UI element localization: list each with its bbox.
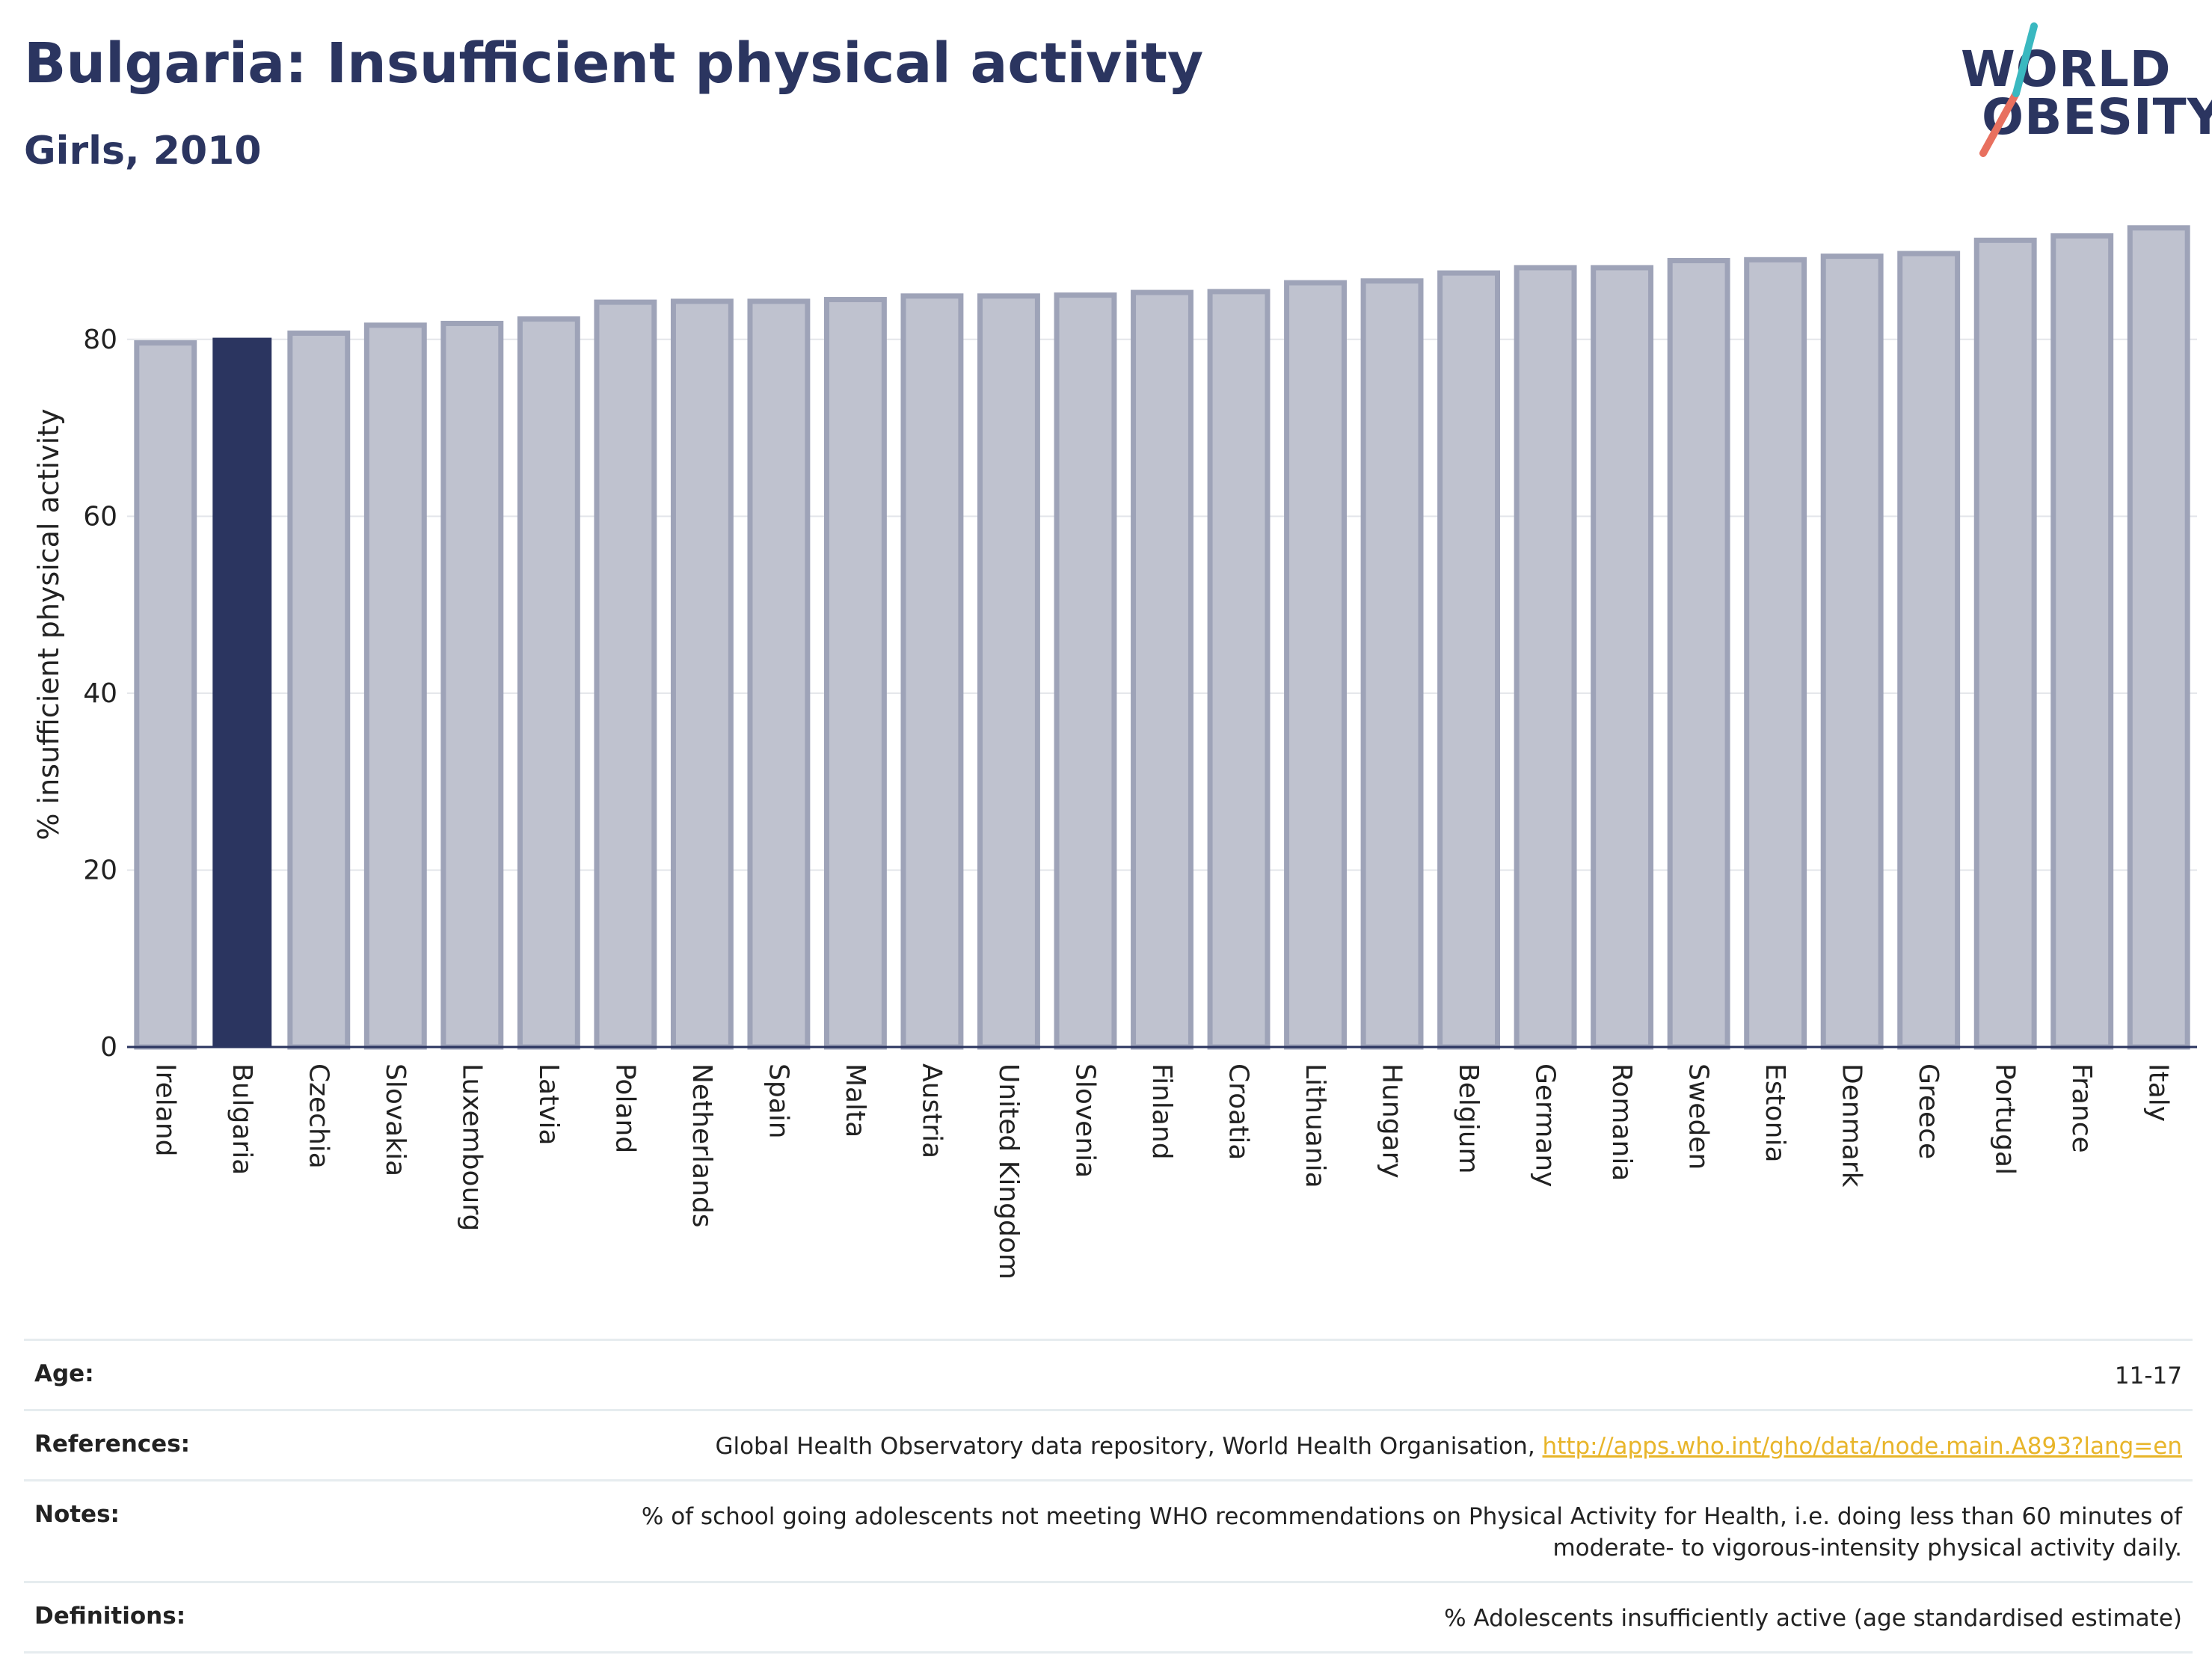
- bar-denmark: [1820, 254, 1884, 1050]
- x-tick-label-france: France: [2066, 1063, 2097, 1153]
- bar-malta: [823, 297, 887, 1050]
- bar-ireland: [134, 340, 197, 1050]
- bar-italy: [2127, 225, 2190, 1050]
- info-row-notes: Notes: % of school going adolescents not…: [24, 1480, 2193, 1582]
- info-key-references: References:: [34, 1430, 191, 1458]
- x-tick-label-lithuania: Lithuania: [1300, 1063, 1330, 1188]
- x-tick-label-germany: Germany: [1530, 1063, 1561, 1187]
- logo-slash-icon: [1979, 22, 2038, 157]
- page-title: Bulgaria: Insufficient physical activity: [24, 31, 1204, 96]
- bar-germany: [1514, 265, 1577, 1050]
- y-axis-title: % insufficient physical activity: [32, 408, 65, 840]
- x-tick-label-czechia: Czechia: [303, 1063, 334, 1169]
- x-tick-label-bulgaria: Bulgaria: [227, 1063, 257, 1175]
- bar-netherlands: [670, 298, 734, 1050]
- logo-line-2: OBESITY: [1982, 88, 2212, 146]
- info-value-references: Global Health Observatory data repositor…: [269, 1410, 2193, 1480]
- references-link[interactable]: http://apps.who.int/gho/data/node.main.A…: [1542, 1432, 2182, 1460]
- bar-luxembourg: [440, 320, 504, 1050]
- logo-line-1: WORLD: [1961, 40, 2172, 98]
- x-tick-label-romania: Romania: [1606, 1063, 1637, 1181]
- x-tick-label-sweden: Sweden: [1683, 1063, 1714, 1170]
- x-tick-label-ireland: Ireland: [150, 1063, 180, 1157]
- y-tick-label-20: 20: [83, 855, 117, 885]
- info-value-age: 11-17: [2114, 1363, 2182, 1390]
- x-tick-label-estonia: Estonia: [1760, 1063, 1790, 1163]
- info-row-references: References: Global Health Observatory da…: [24, 1410, 2193, 1480]
- bar-czechia: [287, 330, 351, 1050]
- world-obesity-logo: WORLD OBESITY: [1944, 22, 2212, 157]
- bar-belgium: [1437, 270, 1501, 1050]
- x-tick-label-latvia: Latvia: [533, 1063, 564, 1146]
- bar-estonia: [1744, 257, 1807, 1050]
- notes-text: % of school going adolescents not meetin…: [641, 1502, 2182, 1562]
- y-tick-label-60: 60: [83, 501, 117, 532]
- bar-austria: [900, 293, 964, 1050]
- x-tick-label-croatia: Croatia: [1223, 1063, 1254, 1160]
- bar-chart: 0 20 40 60 80 Ireland Bulgaria Czechia Slovakia L…: [32, 225, 2197, 1280]
- x-tick-label-austria: Austria: [916, 1063, 947, 1158]
- x-tick-label-finland: Finland: [1146, 1063, 1177, 1160]
- bar-finland: [1131, 289, 1193, 1050]
- x-tick-label-belgium: Belgium: [1453, 1063, 1484, 1174]
- bar-latvia: [517, 316, 580, 1050]
- x-tick-label-hungary: Hungary: [1377, 1063, 1407, 1179]
- bar-portugal: [1973, 237, 2037, 1050]
- bar-greece: [1897, 251, 1961, 1050]
- x-tick-label-slovakia: Slovakia: [380, 1063, 411, 1176]
- x-tick-label-slovenia: Slovenia: [1069, 1063, 1100, 1178]
- info-value-definitions: % Adolescents insufficiently active (age…: [1444, 1605, 2182, 1633]
- info-key-age: Age:: [34, 1360, 94, 1387]
- x-tick-label-luxembourg: Luxembourg: [456, 1063, 487, 1231]
- bar-united-kingdom: [977, 293, 1040, 1050]
- x-tick-label-poland: Poland: [609, 1063, 640, 1153]
- info-key-notes: Notes:: [34, 1500, 120, 1528]
- bar-lithuania: [1284, 280, 1347, 1050]
- bar-bulgaria: [212, 337, 272, 1048]
- y-tick-label-80: 80: [83, 325, 117, 355]
- x-tick-label-greece: Greece: [1913, 1063, 1944, 1159]
- y-tick-label-40: 40: [83, 678, 117, 709]
- bar-poland: [594, 299, 657, 1050]
- references-text: Global Health Observatory data repositor…: [715, 1432, 1543, 1460]
- label-layer: 0 20 40 60 80 Ireland Bulgaria Czechia Slovakia L…: [83, 325, 2174, 1280]
- x-tick-label-italy: Italy: [2143, 1063, 2174, 1122]
- bar-layer: [134, 225, 2190, 1050]
- info-key-definitions: Definitions:: [34, 1603, 186, 1630]
- bar-hungary: [1360, 278, 1424, 1050]
- page-subtitle: Girls, 2010: [24, 129, 262, 174]
- info-value-notes: % of school going adolescents not meetin…: [269, 1480, 2193, 1582]
- bar-spain: [747, 298, 811, 1050]
- bar-sweden: [1667, 257, 1730, 1050]
- bar-france: [2050, 233, 2114, 1050]
- x-tick-label-portugal: Portugal: [1990, 1063, 2021, 1175]
- bar-romania: [1591, 265, 1654, 1050]
- info-row-age: Age: 11-17: [24, 1339, 2193, 1410]
- x-tick-label-denmark: Denmark: [1837, 1063, 1867, 1188]
- bar-croatia: [1207, 289, 1271, 1050]
- x-tick-label-malta: Malta: [840, 1063, 870, 1137]
- bar-slovenia: [1054, 292, 1117, 1050]
- info-row-definitions: Definitions: % Adolescents insufficientl…: [24, 1582, 2193, 1653]
- bar-slovakia: [363, 322, 427, 1050]
- x-tick-label-spain: Spain: [763, 1063, 793, 1139]
- x-tick-label-united-kingdom: United Kingdom: [993, 1063, 1024, 1280]
- x-tick-label-netherlands: Netherlands: [686, 1063, 717, 1227]
- info-table: Age: 11-17 References: Global Health Obs…: [24, 1339, 2193, 1654]
- y-tick-label-0: 0: [100, 1032, 117, 1063]
